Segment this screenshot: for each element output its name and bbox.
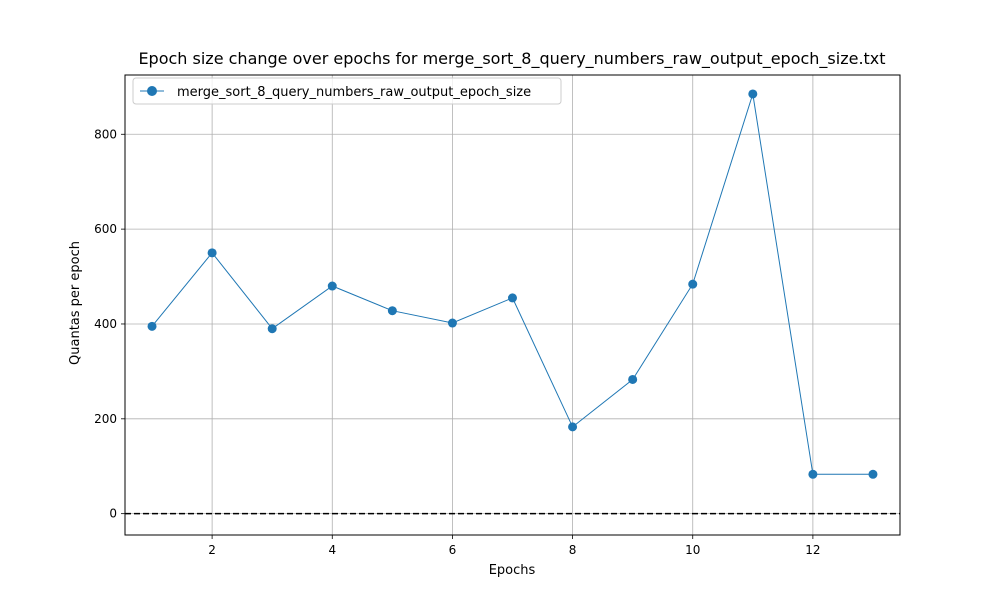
x-tick-label: 8 (569, 543, 577, 557)
series-layer (147, 89, 878, 479)
data-point (387, 306, 397, 316)
chart-title: Epoch size change over epochs for merge_… (138, 49, 885, 69)
data-point (628, 374, 638, 384)
legend-box (132, 77, 562, 105)
legend-entry: merge_sort_8_query_numbers_raw_output_ep… (177, 85, 531, 100)
y-axis-label: Quantas per epoch (68, 241, 83, 365)
x-tick-label: 10 (685, 543, 700, 557)
data-point (568, 422, 578, 432)
x-tick-label: 4 (328, 543, 336, 557)
data-point (808, 469, 818, 479)
y-tick-label: 600 (94, 222, 117, 236)
legend: merge_sort_8_query_numbers_raw_output_ep… (132, 77, 562, 105)
x-axis-ticks: 2 4 6 8 10 12 (208, 535, 821, 557)
y-tick-label: 400 (94, 317, 117, 331)
plot-frame (124, 74, 901, 536)
legend-marker (147, 86, 157, 96)
series-line (151, 93, 873, 475)
x-tick-label: 12 (805, 543, 820, 557)
data-point (147, 321, 157, 331)
data-point (267, 324, 277, 334)
grid (125, 75, 900, 535)
x-tick-label: 6 (449, 543, 457, 557)
x-axis-label: Epochs (489, 563, 536, 578)
y-tick-label: 800 (94, 127, 117, 141)
data-point (207, 248, 217, 258)
data-point (447, 318, 457, 328)
y-tick-label: 200 (94, 412, 117, 426)
x-tick-label: 2 (208, 543, 216, 557)
data-point (688, 279, 698, 289)
data-point (327, 281, 337, 291)
y-tick-label: 0 (109, 507, 117, 521)
y-axis-ticks: 0 200 400 600 800 (94, 127, 125, 521)
data-point (508, 293, 517, 303)
data-point (868, 469, 878, 479)
data-point (748, 89, 758, 99)
